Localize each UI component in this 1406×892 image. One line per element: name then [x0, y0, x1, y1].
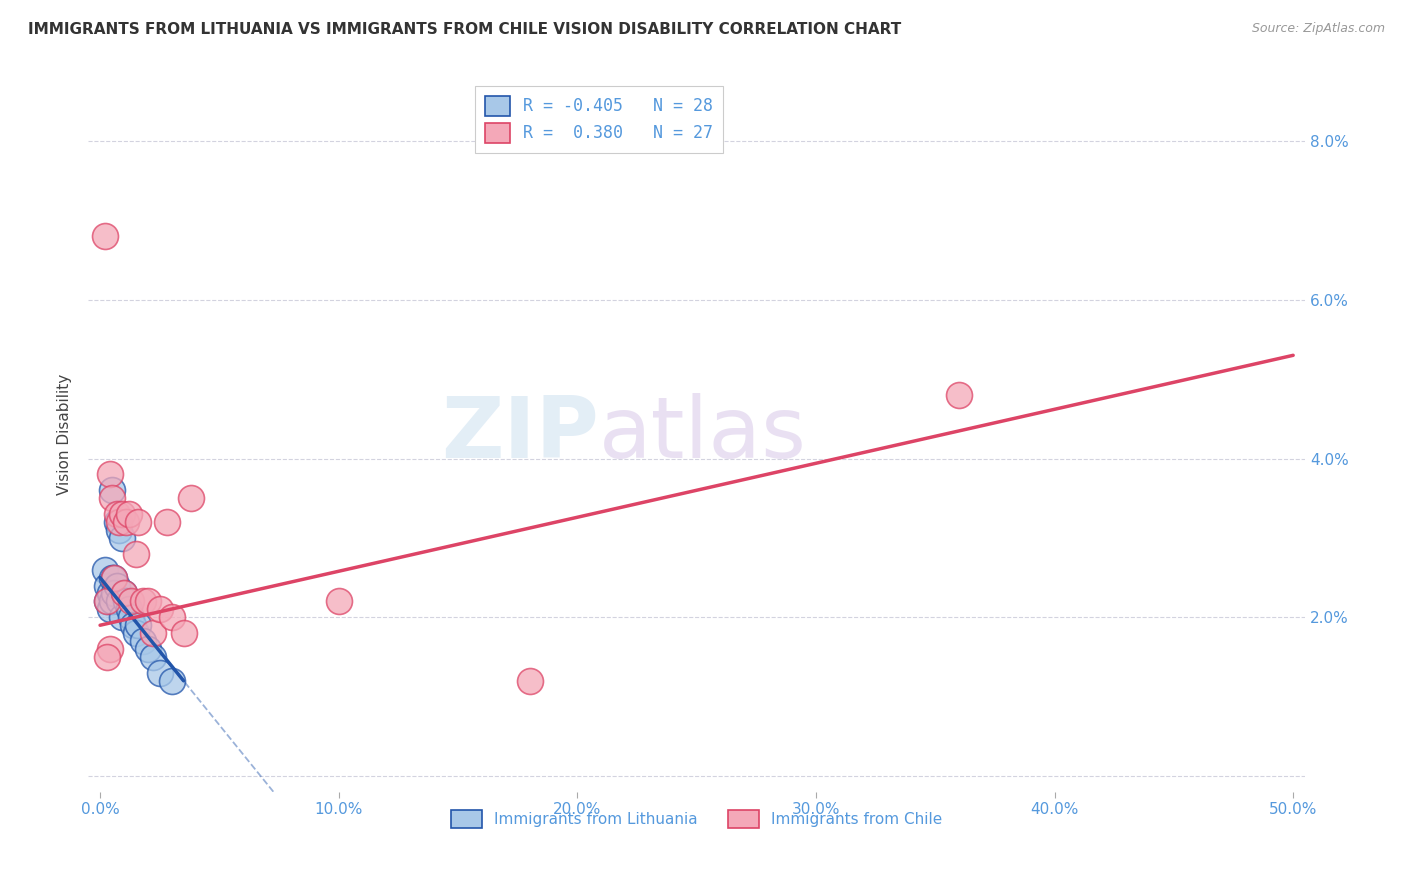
- Text: atlas: atlas: [599, 393, 807, 476]
- Point: [101, 483, 124, 498]
- Point: [112, 586, 135, 600]
- Point: [96, 578, 118, 592]
- Text: ZIP: ZIP: [441, 393, 599, 476]
- Point: [101, 594, 124, 608]
- Point: [127, 515, 149, 529]
- Point: [94, 229, 117, 244]
- Point: [136, 594, 159, 608]
- Point: [110, 507, 132, 521]
- Point: [108, 594, 131, 608]
- Point: [120, 610, 142, 624]
- Point: [136, 642, 159, 657]
- Point: [118, 507, 141, 521]
- Point: [110, 610, 132, 624]
- Point: [173, 626, 195, 640]
- Point: [115, 594, 138, 608]
- Legend: Immigrants from Lithuania, Immigrants from Chile: Immigrants from Lithuania, Immigrants fr…: [446, 804, 948, 834]
- Point: [112, 586, 135, 600]
- Point: [103, 586, 125, 600]
- Point: [142, 650, 165, 665]
- Point: [127, 618, 149, 632]
- Point: [142, 626, 165, 640]
- Point: [101, 491, 124, 506]
- Point: [156, 515, 179, 529]
- Point: [160, 673, 183, 688]
- Point: [101, 571, 124, 585]
- Point: [120, 594, 142, 608]
- Point: [96, 650, 118, 665]
- Point: [180, 491, 202, 506]
- Point: [519, 673, 541, 688]
- Point: [118, 602, 141, 616]
- Point: [96, 594, 118, 608]
- Point: [103, 571, 125, 585]
- Point: [94, 563, 117, 577]
- Text: IMMIGRANTS FROM LITHUANIA VS IMMIGRANTS FROM CHILE VISION DISABILITY CORRELATION: IMMIGRANTS FROM LITHUANIA VS IMMIGRANTS …: [28, 22, 901, 37]
- Point: [115, 515, 138, 529]
- Point: [328, 594, 350, 608]
- Point: [108, 515, 131, 529]
- Point: [103, 571, 125, 585]
- Point: [125, 626, 148, 640]
- Point: [98, 586, 121, 600]
- Point: [105, 515, 128, 529]
- Point: [105, 507, 128, 521]
- Point: [98, 467, 121, 482]
- Point: [108, 523, 131, 537]
- Point: [149, 665, 172, 680]
- Point: [98, 602, 121, 616]
- Y-axis label: Vision Disability: Vision Disability: [58, 374, 72, 495]
- Point: [132, 634, 155, 648]
- Point: [105, 578, 128, 592]
- Point: [948, 388, 970, 402]
- Text: Source: ZipAtlas.com: Source: ZipAtlas.com: [1251, 22, 1385, 36]
- Point: [132, 594, 155, 608]
- Point: [160, 610, 183, 624]
- Point: [98, 642, 121, 657]
- Point: [122, 618, 145, 632]
- Point: [96, 594, 118, 608]
- Point: [149, 602, 172, 616]
- Point: [110, 531, 132, 545]
- Point: [125, 547, 148, 561]
